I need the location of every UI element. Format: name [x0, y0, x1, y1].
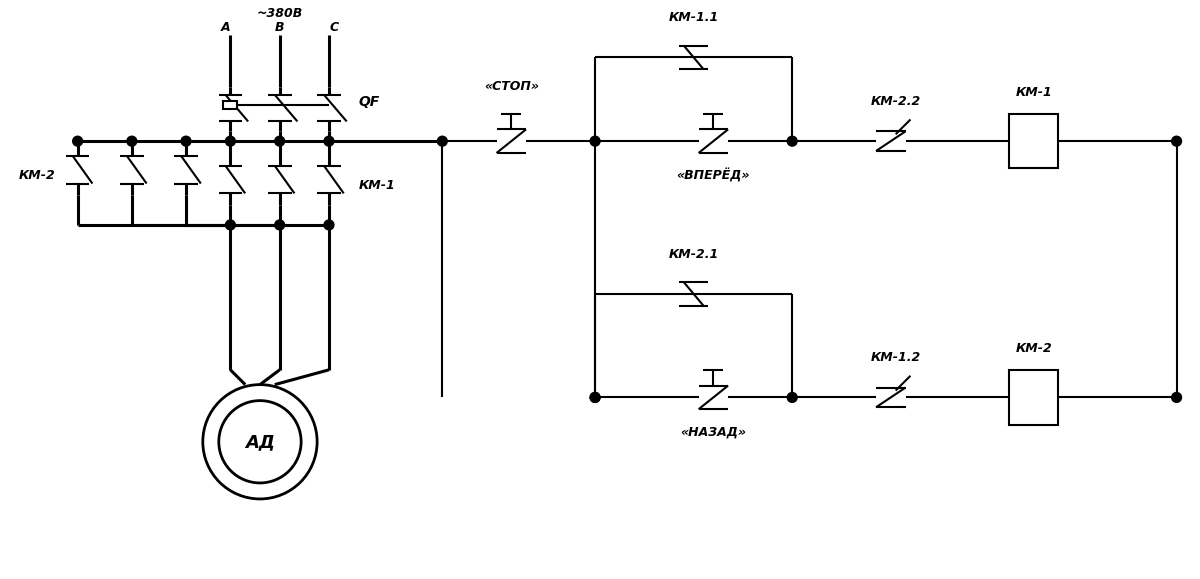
Text: КМ-2.2: КМ-2.2	[870, 95, 920, 108]
Circle shape	[324, 136, 334, 146]
Circle shape	[226, 220, 235, 230]
Text: КМ-2.1: КМ-2.1	[668, 248, 719, 261]
Circle shape	[73, 136, 83, 146]
Text: КМ-1.2: КМ-1.2	[870, 351, 920, 365]
Text: КМ-1: КМ-1	[359, 179, 395, 192]
Circle shape	[226, 136, 235, 146]
Bar	[1009, 371, 1058, 424]
Text: КМ-2: КМ-2	[1015, 342, 1052, 355]
Bar	[1009, 114, 1058, 168]
Circle shape	[1171, 393, 1182, 402]
Text: «ВПЕРЁД»: «ВПЕРЁД»	[677, 168, 750, 182]
Circle shape	[275, 220, 284, 230]
Circle shape	[590, 393, 600, 402]
Circle shape	[275, 136, 284, 146]
Text: КМ-1: КМ-1	[1015, 86, 1052, 99]
Circle shape	[324, 220, 334, 230]
Text: «СТОП»: «СТОП»	[484, 80, 539, 93]
Circle shape	[127, 136, 137, 146]
Circle shape	[787, 136, 797, 146]
Circle shape	[787, 393, 797, 402]
Circle shape	[181, 136, 191, 146]
Text: АД: АД	[245, 433, 275, 451]
Circle shape	[590, 393, 600, 402]
Text: «НАЗАД»: «НАЗАД»	[680, 426, 746, 438]
Text: A: A	[221, 21, 230, 34]
Text: C: C	[329, 21, 338, 34]
Text: КМ-2: КМ-2	[18, 169, 55, 182]
Circle shape	[1171, 136, 1182, 146]
Text: КМ-1.1: КМ-1.1	[668, 12, 719, 24]
Circle shape	[590, 136, 600, 146]
Bar	[223, 101, 238, 109]
Text: QF: QF	[359, 95, 379, 109]
Circle shape	[437, 136, 448, 146]
Text: B: B	[275, 21, 284, 34]
Text: ~380B: ~380B	[257, 6, 302, 20]
